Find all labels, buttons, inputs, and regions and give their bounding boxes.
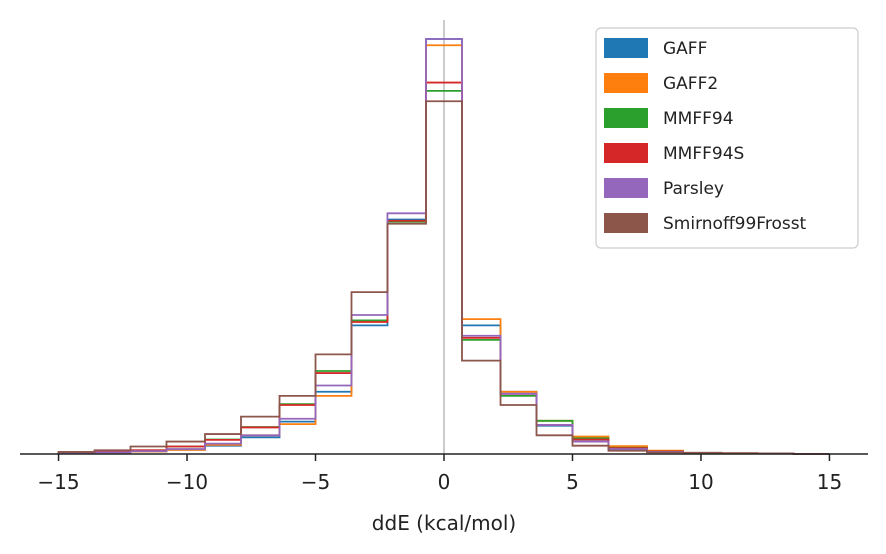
x-tick-label: −15 — [37, 470, 79, 494]
legend-label: Parsley — [663, 179, 724, 199]
x-tick-label: 10 — [688, 470, 713, 494]
legend-swatch — [604, 73, 648, 93]
legend-label: MMFF94 — [663, 109, 734, 129]
legend-swatch — [604, 178, 648, 198]
x-tick-label: 0 — [438, 470, 451, 494]
x-tick-label: −5 — [301, 470, 330, 494]
legend-swatch — [604, 143, 648, 163]
legend-label: Smirnoff99Frosst — [663, 214, 807, 234]
legend: GAFF GAFF2 MMFF94 MMFF94S Parsley Smirnoff99F… — [595, 27, 859, 249]
legend-label: GAFF — [663, 39, 707, 59]
legend-label: GAFF2 — [663, 74, 718, 94]
x-axis-label: ddE (kcal/mol) — [372, 511, 516, 535]
legend-swatch — [604, 38, 648, 58]
x-tick-label: 15 — [817, 470, 842, 494]
legend-swatch — [604, 108, 648, 128]
histogram-series-smirnoff99frosst — [57, 100, 830, 455]
series-layer — [57, 38, 830, 455]
x-tick-label: −10 — [166, 470, 208, 494]
legend-frame — [595, 27, 859, 249]
legend-swatch — [604, 213, 648, 233]
x-tick-label: 5 — [566, 470, 579, 494]
x-axis: −15 −10 −5 0 5 10 15 — [20, 453, 868, 494]
legend-label: MMFF94S — [663, 144, 744, 164]
